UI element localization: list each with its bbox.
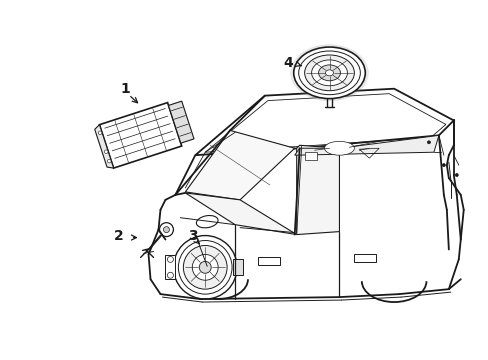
Circle shape <box>192 255 218 280</box>
Ellipse shape <box>298 51 360 95</box>
Text: 2: 2 <box>114 229 123 243</box>
Circle shape <box>163 227 169 233</box>
Circle shape <box>427 141 429 144</box>
Bar <box>165 255 175 279</box>
Polygon shape <box>233 260 243 275</box>
Text: 3: 3 <box>188 229 198 243</box>
Circle shape <box>104 150 108 153</box>
Polygon shape <box>95 125 113 168</box>
Ellipse shape <box>318 65 340 81</box>
Polygon shape <box>185 130 294 200</box>
Text: 4: 4 <box>282 56 292 70</box>
Circle shape <box>454 174 457 176</box>
Ellipse shape <box>311 60 346 86</box>
Circle shape <box>183 246 226 289</box>
Bar <box>354 255 375 262</box>
Polygon shape <box>99 103 182 168</box>
Circle shape <box>107 159 111 163</box>
Ellipse shape <box>196 216 218 228</box>
Circle shape <box>199 261 211 273</box>
Polygon shape <box>195 89 453 155</box>
Circle shape <box>173 235 237 299</box>
Bar <box>257 257 279 265</box>
Polygon shape <box>168 101 194 143</box>
Ellipse shape <box>324 141 354 155</box>
Bar <box>304 152 316 160</box>
Ellipse shape <box>293 47 365 99</box>
Ellipse shape <box>304 55 354 91</box>
Circle shape <box>178 240 232 294</box>
Ellipse shape <box>325 70 333 76</box>
Text: 1: 1 <box>121 82 130 96</box>
Polygon shape <box>185 193 296 235</box>
Circle shape <box>98 131 102 135</box>
Circle shape <box>167 272 173 278</box>
Polygon shape <box>294 135 438 155</box>
Circle shape <box>167 256 173 262</box>
Circle shape <box>159 223 173 237</box>
Polygon shape <box>296 145 339 235</box>
Circle shape <box>442 164 445 167</box>
